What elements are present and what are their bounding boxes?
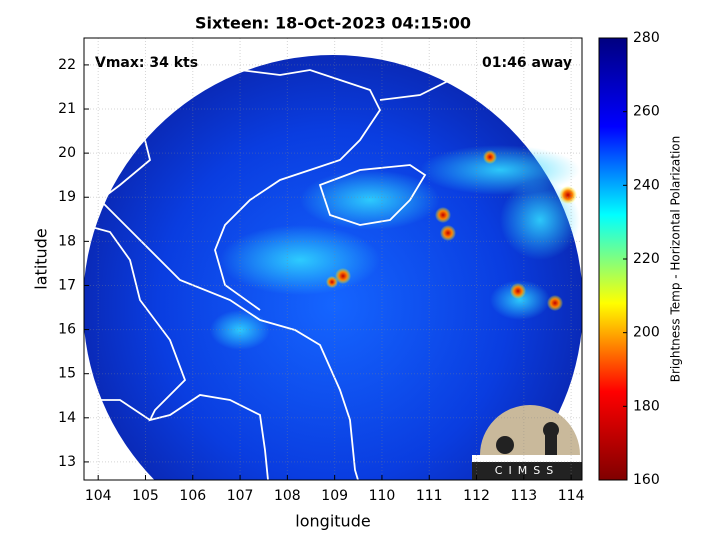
x-tick-label: 110 [369, 488, 396, 504]
y-tick-label: 18 [58, 233, 76, 249]
y-tick-label: 22 [58, 57, 76, 73]
annotation: 01:46 away [482, 55, 572, 71]
logo-text: CIMSS [495, 464, 559, 477]
colorbar-tick-label: 200 [633, 325, 660, 341]
chart-title: Sixteen: 18-Oct-2023 04:15:00 [195, 14, 471, 33]
y-tick-label: 20 [58, 145, 76, 161]
x-tick-label: 104 [85, 488, 112, 504]
y-tick-label: 16 [58, 322, 76, 338]
y-tick-label: 21 [58, 101, 76, 117]
y-tick-label: 17 [58, 277, 76, 293]
x-tick-label: 108 [274, 488, 301, 504]
y-tick-label: 15 [58, 366, 76, 382]
plot-frame [83, 37, 583, 481]
x-tick-label: 111 [416, 488, 443, 504]
y-tick-label: 13 [58, 454, 76, 470]
y-tick-label: 19 [58, 189, 76, 205]
colorbar-label: Brightness Temp - Horizontal Polarizatio… [669, 136, 683, 383]
y-axis-label: latitude [32, 228, 51, 289]
colorbar-tick-label: 160 [633, 472, 660, 488]
colorbar-tick-label: 260 [633, 104, 660, 120]
x-tick-label: 107 [227, 488, 254, 504]
x-axis-label: longitude [295, 512, 370, 531]
y-tick-label: 14 [58, 410, 76, 426]
x-tick-label: 109 [321, 488, 348, 504]
colorbar-tick-label: 220 [633, 251, 660, 267]
colorbar-tick-label: 240 [633, 177, 660, 193]
colorbar [598, 37, 628, 481]
colorbar-tick-label: 180 [633, 398, 660, 414]
logo: CIMSS [472, 405, 582, 480]
colorbar-tick-label: 280 [633, 30, 660, 46]
annotation: Vmax: 34 kts [95, 55, 198, 71]
x-tick-label: 105 [132, 488, 159, 504]
x-tick-label: 112 [463, 488, 490, 504]
x-tick-label: 113 [510, 488, 537, 504]
satellite-image [84, 39, 582, 480]
x-tick-label: 106 [179, 488, 206, 504]
x-tick-label: 114 [558, 488, 585, 504]
